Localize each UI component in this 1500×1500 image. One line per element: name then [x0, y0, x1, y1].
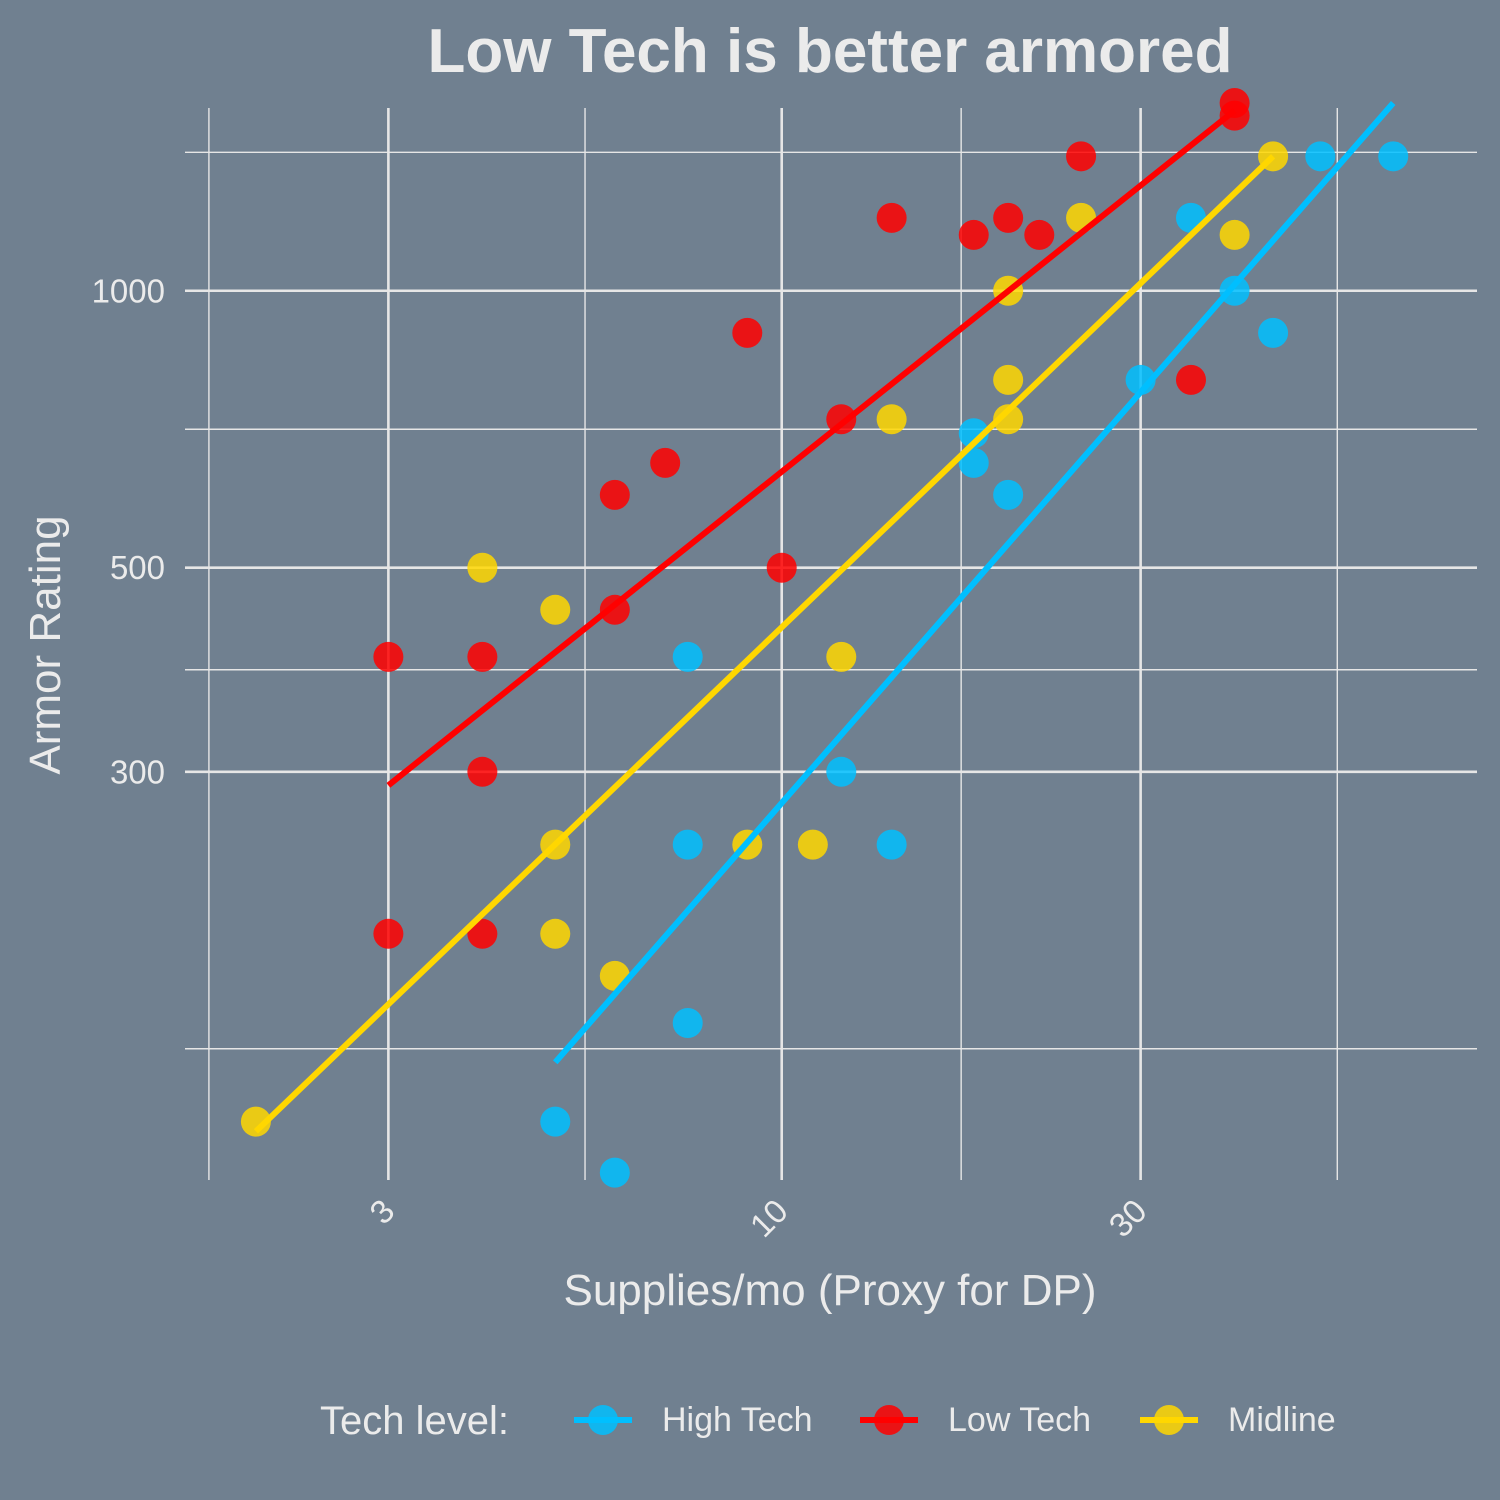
data-point — [797, 829, 828, 860]
data-point — [467, 918, 498, 949]
legend-label: High Tech — [662, 1401, 813, 1439]
trend-line-high-tech — [553, 101, 1396, 1065]
data-point — [993, 202, 1024, 233]
data-point — [766, 552, 797, 583]
legend-title: Tech level: — [320, 1399, 509, 1443]
data-point — [373, 918, 404, 949]
data-point — [876, 202, 907, 233]
data-point — [1066, 141, 1097, 172]
data-point — [876, 404, 907, 435]
data-point — [540, 918, 571, 949]
data-point — [240, 1106, 271, 1137]
data-point — [1305, 141, 1336, 172]
data-point — [958, 447, 989, 478]
data-point — [732, 317, 763, 348]
data-point — [958, 418, 989, 449]
data-point — [540, 1106, 571, 1137]
data-point — [1258, 317, 1289, 348]
legend-label: Midline — [1228, 1401, 1336, 1439]
data-point — [650, 447, 681, 478]
data-point — [599, 1157, 630, 1188]
trend-line-low-tech — [386, 108, 1237, 788]
data-point — [467, 641, 498, 672]
y-tick-label: 300 — [110, 753, 165, 790]
series-high-tech-points — [540, 141, 1409, 1188]
data-point — [672, 641, 703, 672]
data-point — [1024, 219, 1055, 250]
data-point — [826, 641, 857, 672]
data-point — [540, 594, 571, 625]
data-point — [993, 404, 1024, 435]
legend: Tech level: High Tech Low Tech Midline — [320, 1399, 1336, 1443]
data-point — [958, 219, 989, 250]
trend-line-midline — [253, 154, 1276, 1134]
y-axis-ticks: 300 500 1000 — [92, 272, 165, 790]
data-point — [876, 829, 907, 860]
data-point — [672, 829, 703, 860]
legend-key-low-tech — [860, 1405, 918, 1435]
y-axis-title: Armor Rating — [21, 515, 70, 774]
legend-key-midline — [1140, 1405, 1198, 1435]
legend-key-high-tech — [574, 1405, 632, 1435]
chart-title: Low Tech is better armored — [427, 17, 1232, 86]
legend-label: Low Tech — [948, 1401, 1091, 1439]
data-point — [993, 479, 1024, 510]
data-point — [599, 479, 630, 510]
data-point — [826, 756, 857, 787]
data-point — [1219, 275, 1250, 306]
data-point — [373, 641, 404, 672]
y-tick-label: 500 — [110, 549, 165, 586]
data-point — [1219, 219, 1250, 250]
grid — [185, 108, 1477, 1180]
data-point — [672, 1007, 703, 1038]
data-point — [993, 364, 1024, 395]
x-axis-title: Supplies/mo (Proxy for DP) — [563, 1266, 1096, 1315]
data-point — [467, 552, 498, 583]
data-point — [1219, 100, 1250, 131]
data-point — [467, 756, 498, 787]
data-point — [1175, 364, 1206, 395]
y-tick-label: 1000 — [92, 272, 165, 309]
data-point — [1378, 141, 1409, 172]
trend-lines — [253, 101, 1396, 1134]
